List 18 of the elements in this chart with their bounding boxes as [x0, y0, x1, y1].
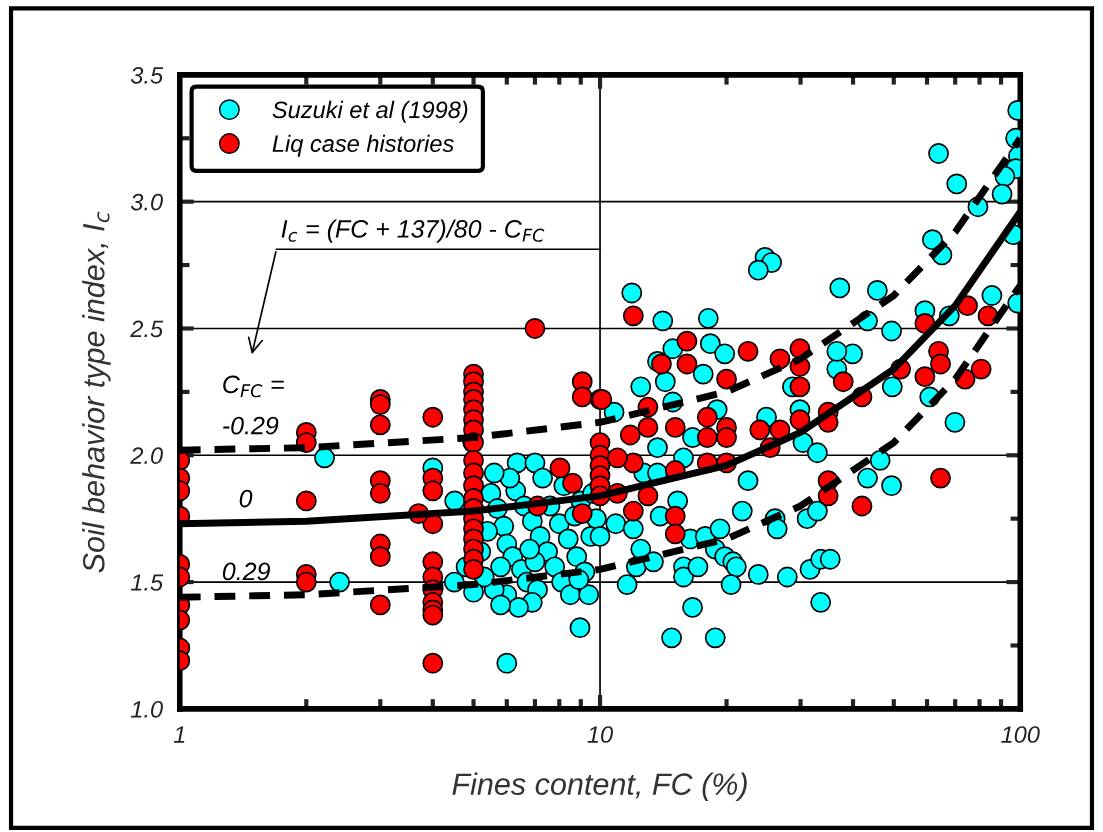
y-axis-title: Soil behavior type index, I$_{c}$ — [82, 211, 111, 573]
y-tick-label: 2.5 — [130, 320, 164, 338]
legend-label: Liq case histories — [272, 134, 454, 157]
annotation: -0.29 — [223, 416, 279, 435]
annotation: C$_{FC}$ = — [223, 375, 284, 398]
annotation: 0.29 — [222, 562, 270, 581]
y-tick-label: 2.0 — [130, 447, 163, 465]
x-tick-label: 1 — [173, 726, 185, 743]
x-tick-label: 10 — [587, 726, 613, 743]
y-tick-label: 3.0 — [130, 193, 163, 211]
annotation: I$_{c}$ = (FC + 137)/80 - C$_{FC}$ — [281, 219, 545, 243]
y-tick-label: 3.5 — [130, 66, 164, 84]
x-axis-title: Fines content, FC (%) — [452, 772, 747, 802]
y-tick-label: 1.5 — [130, 574, 164, 591]
annotation: 0 — [239, 489, 253, 508]
legend-label: Suzuki et al (1998) — [272, 100, 468, 123]
x-tick-label: 100 — [1001, 726, 1040, 743]
y-tick-label: 1.0 — [130, 700, 163, 718]
